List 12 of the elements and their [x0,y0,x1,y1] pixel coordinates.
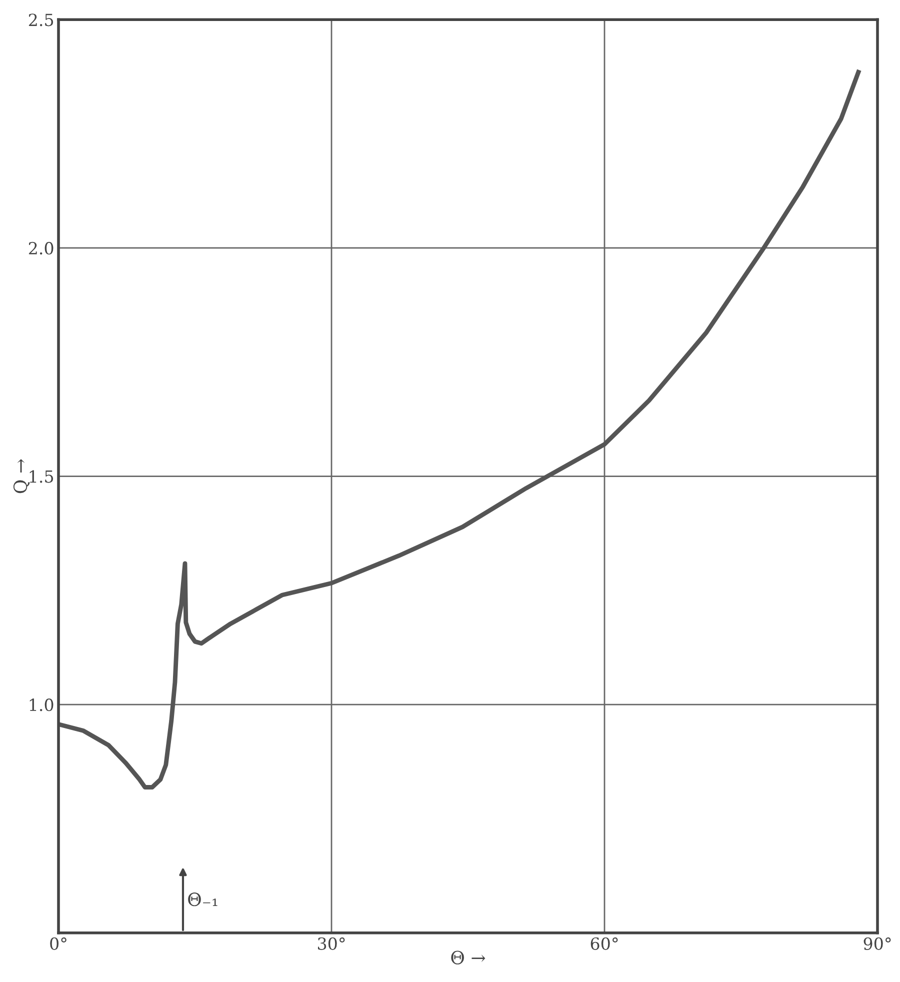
y-tick-label: 2.5 [28,14,54,26]
x-tick-label: 30° [318,937,345,950]
x-axis-title: Θ → [451,950,486,964]
y-tick-label: 2.0 [28,242,54,255]
x-tick-label: 0° [50,937,66,950]
y-tick-label: 1.0 [30,698,54,712]
y-tick-label: 1.5 [30,470,54,483]
x-tick-label: 60° [590,937,618,950]
x-tick-label: 90° [864,937,891,950]
y-axis-title: Q → [13,459,30,494]
annotation: Θ₋₁ [188,892,218,906]
line-series [58,70,861,790]
